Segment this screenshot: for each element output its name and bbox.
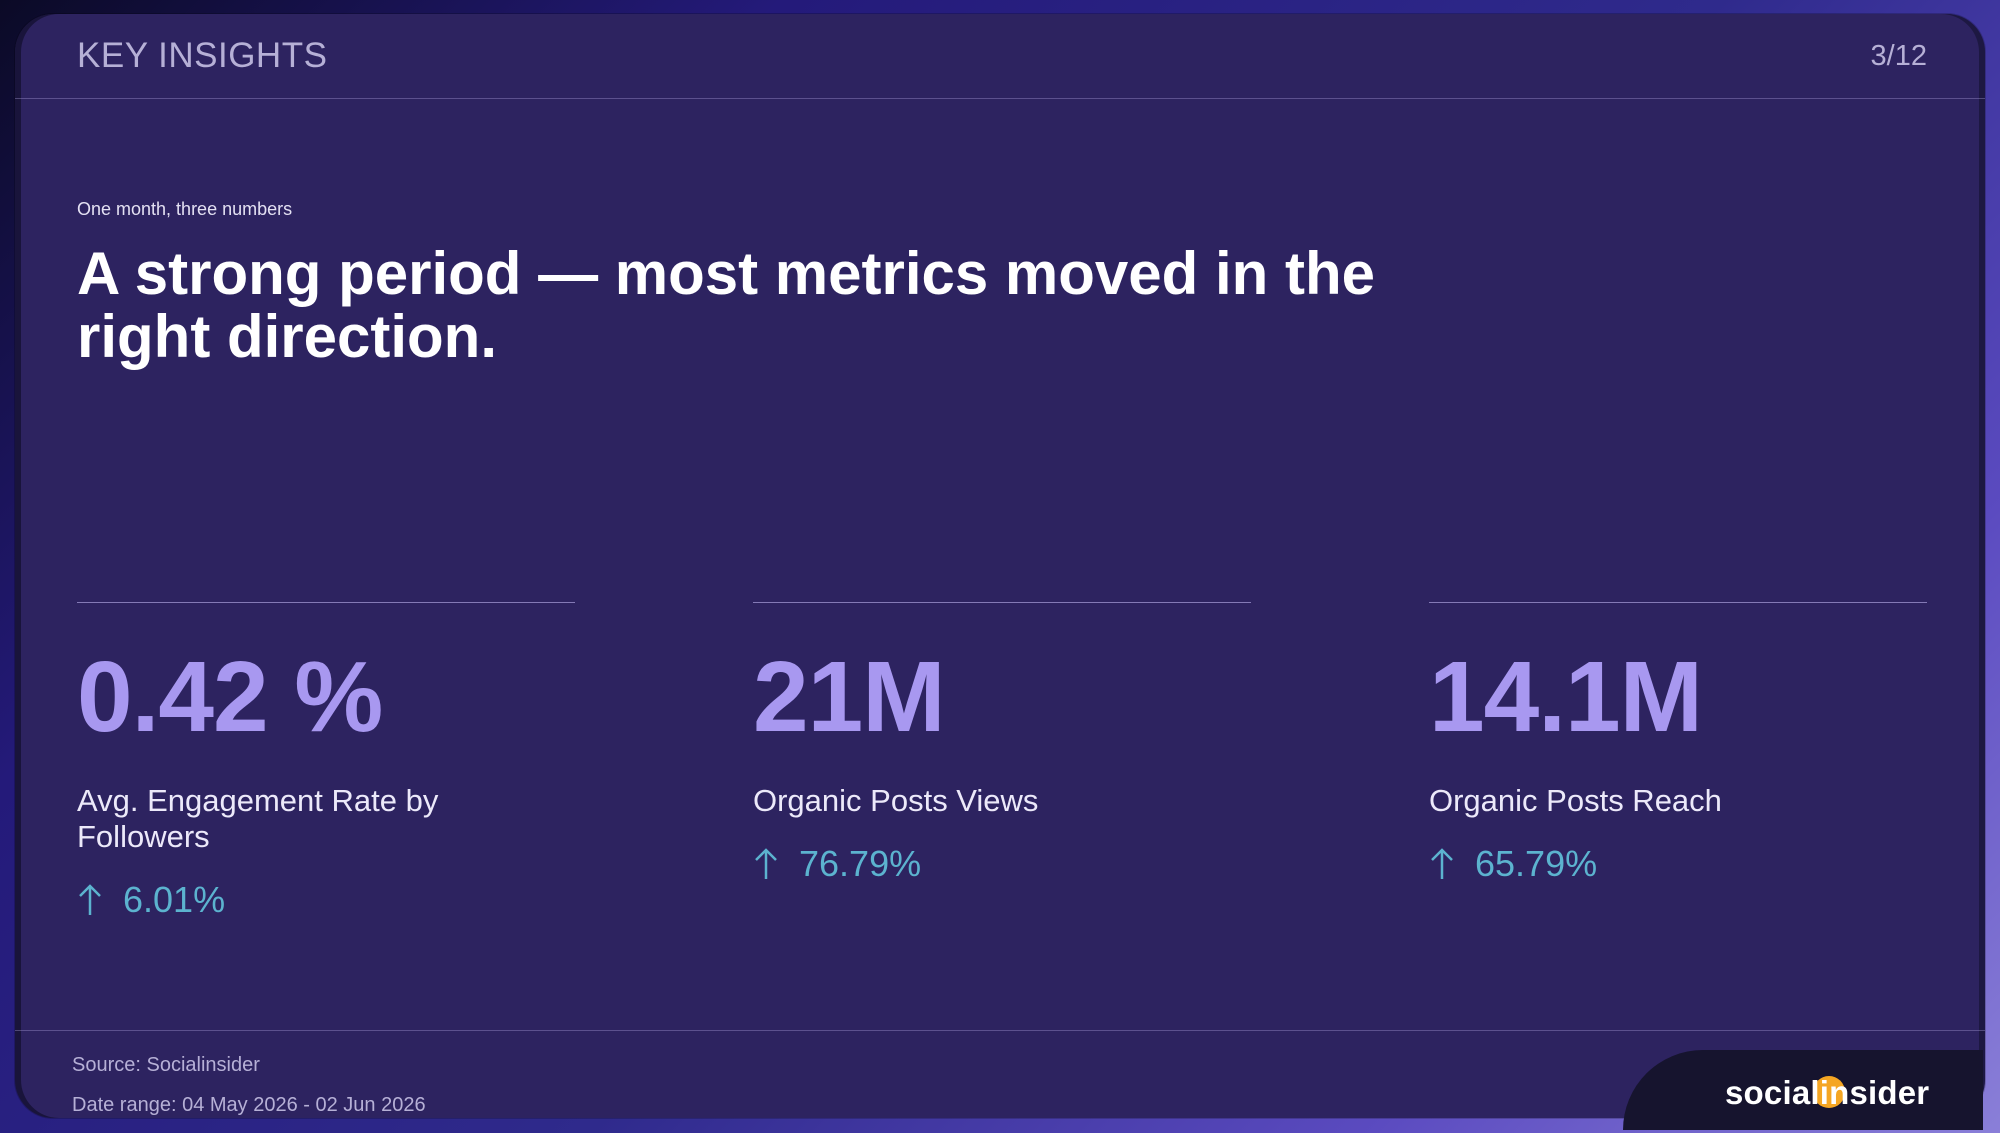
metric-label: Avg. Engagement Rate by Followers: [77, 783, 439, 854]
headline-line-1: A strong period — most metrics moved in …: [77, 240, 1375, 307]
slide-footer: [15, 1030, 1985, 1118]
metric-delta: 65.79%: [1429, 843, 1927, 885]
metric-delta-value: 6.01%: [123, 879, 226, 920]
date-range-text: Date range: 04 May 2026 - 02 Jun 2026: [72, 1094, 426, 1116]
slide-header: [15, 14, 1985, 99]
metric-card-posts-views: 21M Organic Posts Views 76.79%: [753, 602, 1251, 885]
metric-delta: 76.79%: [753, 843, 1251, 885]
metric-divider: [77, 602, 575, 603]
metric-divider: [753, 602, 1251, 603]
metric-card-engagement-rate: 0.42 % Avg. Engagement Rate by Followers…: [77, 602, 575, 921]
logo-dot-icon: [1813, 1076, 1845, 1108]
page-indicator: 3/12: [1870, 40, 1927, 72]
metric-label: Organic Posts Reach: [1429, 783, 1722, 818]
metric-label: Organic Posts Views: [753, 783, 1039, 818]
metric-card-posts-reach: 14.1M Organic Posts Reach 65.79%: [1429, 602, 1927, 885]
arrow-up-icon: [79, 884, 101, 915]
metric-divider: [1429, 602, 1927, 603]
source-text: Source: Socialinsider: [72, 1054, 260, 1076]
headline: A strong period — most metrics moved in …: [77, 242, 1577, 368]
arrow-up-icon: [1431, 848, 1453, 879]
brand-logo: socialinsider: [1725, 1074, 1930, 1111]
headline-line-2: right direction.: [77, 303, 497, 370]
metric-value: 21M: [753, 641, 946, 753]
brand-logo-badge: [1623, 1050, 1983, 1130]
metric-delta-value: 65.79%: [1475, 843, 1598, 884]
arrow-up-icon: [755, 848, 777, 879]
metric-delta: 6.01%: [77, 879, 575, 921]
metric-value: 0.42 %: [77, 641, 383, 753]
section-title: KEY INSIGHTS: [77, 36, 328, 75]
eyebrow-text: One month, three numbers: [77, 199, 293, 219]
slide: KEY INSIGHTS 3/12 One month, three numbe…: [15, 14, 1985, 1118]
metric-value: 14.1M: [1429, 641, 1703, 753]
metric-delta-value: 76.79%: [799, 843, 922, 884]
